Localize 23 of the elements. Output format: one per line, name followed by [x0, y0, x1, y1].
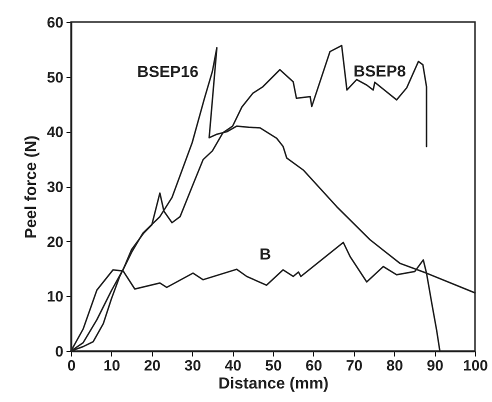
y-axis-title: Peel force (N) — [22, 135, 40, 239]
series-label: BSEP16 — [137, 64, 199, 81]
x-tick-label: 90 — [426, 358, 444, 374]
x-tick-label: 80 — [386, 358, 404, 374]
y-tick-label: 20 — [46, 234, 64, 251]
y-tick-label: 40 — [46, 124, 64, 142]
x-tick-label: 50 — [265, 358, 282, 374]
x-tick-label: 20 — [144, 358, 161, 374]
x-tick-label: 30 — [184, 358, 202, 374]
series-label: B — [260, 246, 272, 264]
y-tick-label: 30 — [46, 179, 64, 196]
x-tick-label: 0 — [67, 358, 76, 374]
y-tick-label: 10 — [46, 288, 64, 306]
y-tick-label: 0 — [55, 344, 64, 360]
x-tick-label: 70 — [346, 358, 363, 374]
y-tick-label: 60 — [46, 14, 64, 32]
x-tick-label: 100 — [462, 358, 488, 374]
y-tick-label: 50 — [46, 69, 64, 86]
series-label: BSEP8 — [353, 64, 406, 81]
x-tick-label: 40 — [224, 358, 242, 374]
x-tick-label: 10 — [104, 358, 120, 374]
x-tick-label: 60 — [306, 358, 322, 374]
x-axis-title: Distance (mm) — [218, 376, 329, 392]
